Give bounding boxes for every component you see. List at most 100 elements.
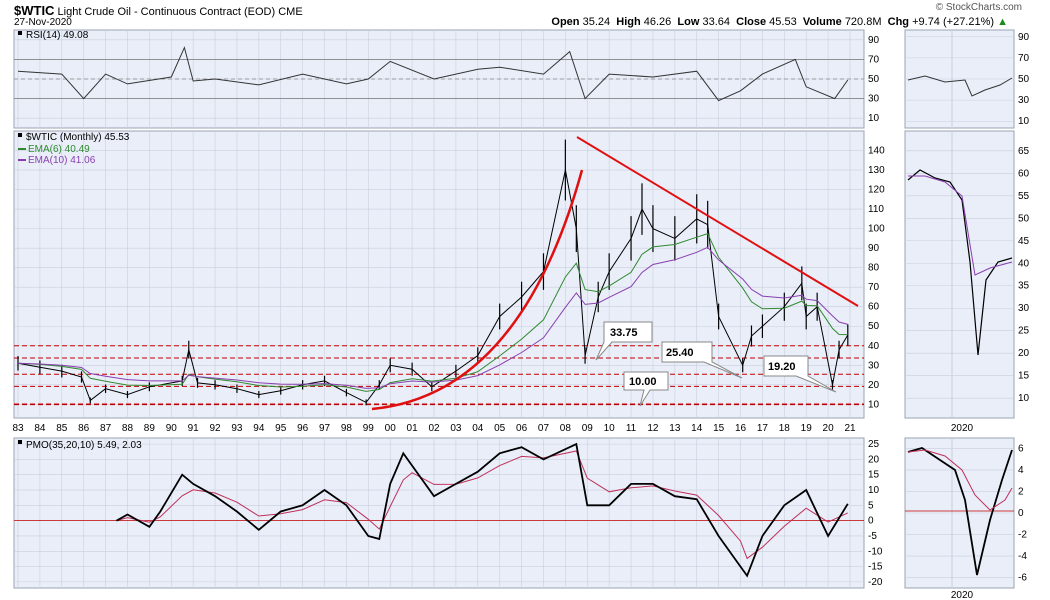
pmo-panel	[13, 437, 865, 589]
x-tick-label: 20	[823, 423, 835, 434]
x-tick-label: 92	[209, 423, 221, 434]
x-tick-label: 19	[801, 423, 813, 434]
x-tick-label: 05	[494, 423, 506, 434]
x-tick-label: 86	[78, 423, 90, 434]
price-y-tick: 50	[868, 321, 880, 332]
pmo-side-tick: 2	[1018, 486, 1024, 497]
side-price-line	[907, 169, 1013, 356]
chart-date: 27-Nov-2020	[14, 17, 72, 28]
price-y-tick: 40	[868, 341, 880, 352]
price-y-tick: 110	[868, 204, 884, 215]
pmo-y-tick: 0	[868, 516, 874, 527]
price-y-tick: 70	[868, 282, 880, 293]
x-tick-label: 12	[647, 423, 659, 434]
low-label: Low	[677, 16, 700, 28]
x-tick-label: 11	[626, 423, 637, 434]
rsi-line	[17, 46, 849, 102]
pmo-y-tick: 15	[868, 470, 880, 481]
x-tick-label: 91	[188, 423, 200, 434]
price-side-tick: 30	[1018, 303, 1030, 314]
ema6-legend: EMA(6) 40.49	[28, 144, 90, 155]
side-price-panel	[904, 130, 1015, 419]
x-tick-label: 16	[735, 423, 747, 434]
pmo-side-tick: -2	[1018, 530, 1027, 541]
rsi-side-tick: 10	[1018, 116, 1030, 127]
x-tick-label: 13	[669, 423, 681, 434]
ema10-legend: EMA(10) 41.06	[28, 155, 96, 166]
callout-box-10	[623, 371, 669, 407]
pmo-y-tick: -10	[868, 546, 883, 557]
x-tick-label: 93	[231, 423, 243, 434]
x-tick-label: 96	[297, 423, 309, 434]
x-tick-label: 99	[363, 423, 375, 434]
x-tick-label: 89	[144, 423, 156, 434]
close-value: 45.53	[769, 16, 797, 28]
pmo-legend: PMO(35,20,10) 5.49, 2.03	[18, 440, 142, 451]
description: Light Crude Oil - Continuous Contract (E…	[57, 6, 276, 18]
price-y-tick: 60	[868, 302, 880, 313]
x-tick-label: 10	[604, 423, 616, 434]
price-side-tick: 65	[1018, 146, 1030, 157]
ema10-line	[17, 246, 848, 389]
x-tick-label: 94	[253, 423, 265, 434]
up-arrow-icon: ▲	[997, 16, 1008, 28]
price-y-tick: 90	[868, 243, 880, 254]
pmo-side-tick: 0	[1018, 508, 1024, 519]
x-tick-label: 84	[34, 423, 46, 434]
price-y-tick: 20	[868, 380, 880, 391]
price-side-tick: 25	[1018, 326, 1030, 337]
callout-box-25	[661, 341, 743, 379]
x-tick-label: 88	[122, 423, 134, 434]
chg-value: +9.74 (+27.21%)	[912, 16, 995, 28]
x-tick-label: 90	[166, 423, 178, 434]
price-legend-text: $WTIC (Monthly) 45.53	[26, 132, 130, 143]
callout-10-00: 10.00	[629, 376, 657, 388]
pmo-legend-text: PMO(35,20,10) 5.49, 2.03	[26, 440, 142, 451]
x-tick-label: 06	[516, 423, 528, 434]
rsi-y-tick: 70	[868, 54, 880, 65]
x-tick-label: 07	[538, 423, 550, 434]
callout-25-40: 25.40	[666, 347, 694, 359]
ohlc-readout: Open 35.24 High 46.26 Low 33.64 Close 45…	[551, 16, 1008, 28]
callout-box-19	[763, 355, 837, 393]
price-side-tick: 45	[1018, 236, 1030, 247]
high-label: High	[616, 16, 641, 28]
high-value: 46.26	[643, 16, 672, 28]
exchange: CME	[278, 6, 303, 18]
callout-box-33	[595, 321, 653, 361]
pmo-y-tick: 5	[868, 500, 874, 511]
x-tick-label: 98	[341, 423, 353, 434]
price-side-tick: 35	[1018, 281, 1030, 292]
rsi-y-tick: 50	[868, 74, 880, 85]
rsi-side-tick: 90	[1018, 32, 1030, 43]
pmo-side-tick: -6	[1018, 573, 1027, 584]
side-ema-line	[908, 175, 1013, 276]
open-value: 35.24	[582, 16, 611, 28]
price-side-tick: 60	[1018, 168, 1030, 179]
x-tick-label: 14	[691, 423, 703, 434]
price-y-tick: 100	[868, 224, 885, 235]
price-side-tick: 40	[1018, 258, 1030, 269]
symbol: $WTIC	[14, 3, 55, 18]
x-tick-label: 87	[100, 423, 112, 434]
x-tick-label: 17	[757, 423, 769, 434]
chg-label: Chg	[887, 16, 910, 28]
volume-label: Volume	[802, 16, 842, 28]
pmo-y-tick: 10	[868, 485, 880, 496]
parabolic-curve	[371, 169, 584, 411]
rsi-y-tick: 30	[868, 94, 880, 105]
pmo-side-tick: -4	[1018, 551, 1027, 562]
open-label: Open	[551, 16, 580, 28]
pmo-line	[116, 442, 849, 578]
side-x-label: 2020	[951, 423, 974, 434]
price-y-tick: 10	[868, 399, 880, 410]
x-tick-label: 18	[779, 423, 791, 434]
price-line	[17, 169, 849, 404]
x-tick-label: 04	[472, 423, 484, 434]
price-y-tick: 130	[868, 165, 885, 176]
pmo-side-tick: 4	[1018, 465, 1024, 476]
pmo-side-tick: 6	[1018, 443, 1024, 454]
x-tick-label: 97	[319, 423, 331, 434]
callout-19-20: 19.20	[768, 361, 796, 373]
pmo-y-tick: 25	[868, 439, 880, 450]
